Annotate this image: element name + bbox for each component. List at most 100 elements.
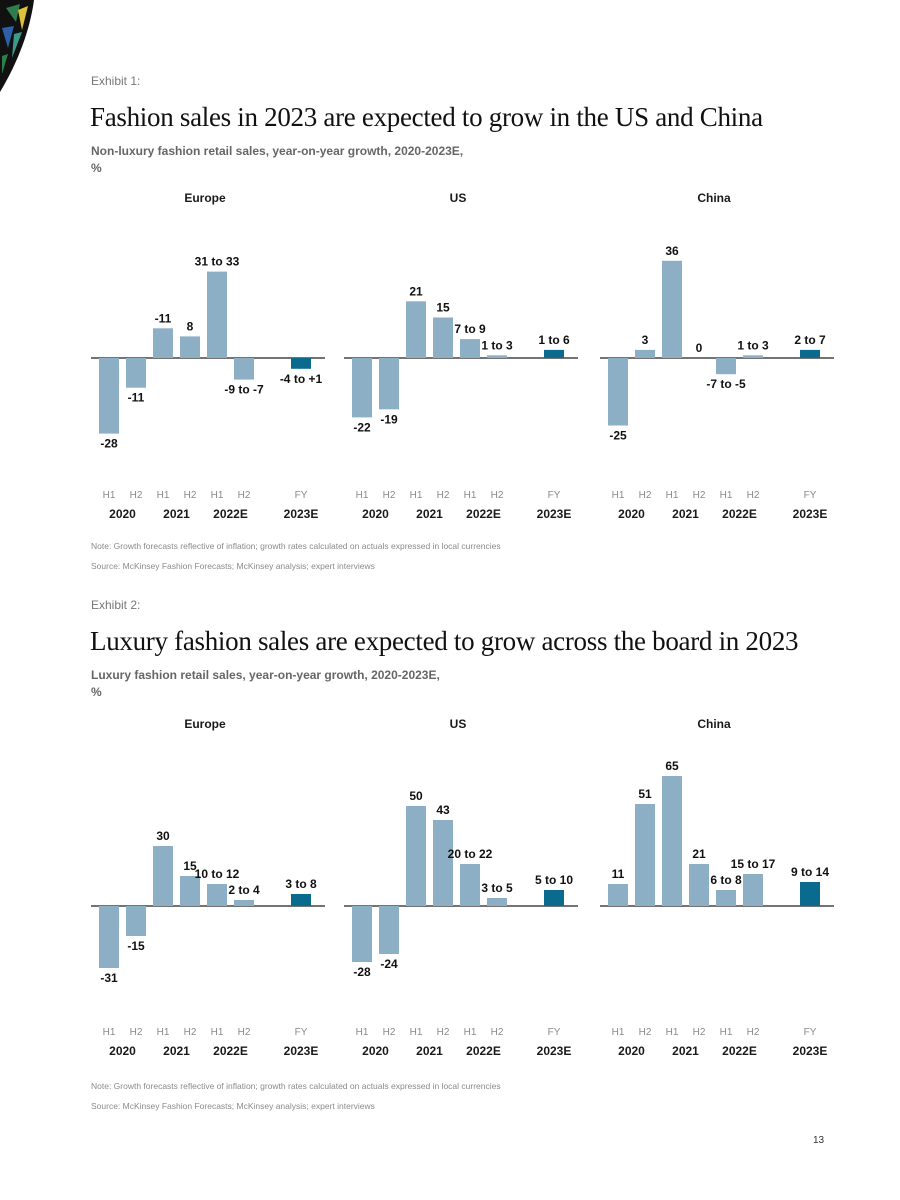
- year-label-us-2: 2021: [416, 507, 443, 521]
- bar-china-7: [800, 349, 820, 358]
- period-label-europe-5: H1: [211, 1027, 224, 1038]
- bar-china-2: [635, 804, 655, 906]
- data-label-us-6: 3 to 5: [481, 881, 513, 895]
- data-label-china-6: 15 to 17: [731, 857, 776, 871]
- year-label-china-1: 2020: [618, 1044, 645, 1058]
- bar-europe-1: [99, 906, 119, 968]
- data-label-china-5: 6 to 8: [710, 873, 742, 887]
- year-label-us-4: 2023E: [537, 1044, 572, 1058]
- data-label-china-3: 36: [665, 244, 679, 258]
- period-label-china-2: H2: [639, 490, 652, 501]
- bar-china-2: [635, 349, 655, 358]
- bar-china-1: [608, 358, 628, 426]
- bar-europe-5: [207, 271, 227, 358]
- data-label-china-7: 2 to 7: [794, 333, 826, 347]
- year-label-us-1: 2020: [362, 1044, 389, 1058]
- data-label-europe-1: -31: [100, 971, 118, 985]
- data-label-us-3: 21: [409, 284, 423, 298]
- period-label-europe-6: H2: [238, 1027, 251, 1038]
- year-label-china-4: 2023E: [793, 507, 828, 521]
- exhibit-1-unit: %: [91, 161, 102, 175]
- year-label-us-4: 2023E: [537, 507, 572, 521]
- year-label-us-1: 2020: [362, 507, 389, 521]
- bar-us-1: [352, 358, 372, 418]
- year-label-us-2: 2021: [416, 1044, 443, 1058]
- data-label-us-6: 1 to 3: [481, 338, 513, 352]
- bar-us-5: [460, 864, 480, 906]
- period-label-china-4: H2: [693, 490, 706, 501]
- period-label-china-4: H2: [693, 1027, 706, 1038]
- year-label-china-2: 2021: [672, 1044, 699, 1058]
- panel-title-china: China: [697, 191, 731, 205]
- period-label-china-1: H1: [612, 490, 625, 501]
- exhibit-2-subtitle-line: Luxury fashion retail sales, year-on-yea…: [91, 668, 440, 682]
- data-label-us-5: 7 to 9: [454, 322, 486, 336]
- bar-europe-3: [153, 846, 173, 906]
- data-label-us-5: 20 to 22: [448, 847, 493, 861]
- period-label-china-7: FY: [804, 490, 817, 501]
- data-label-china-6: 1 to 3: [737, 338, 769, 352]
- data-label-europe-7: -4 to +1: [280, 372, 323, 386]
- data-label-china-2: 51: [638, 787, 652, 801]
- exhibit-1-subtitle: Non-luxury fashion retail sales, year-on…: [91, 143, 691, 177]
- exhibit-2-source: Source: McKinsey Fashion Forecasts; McKi…: [91, 1101, 375, 1111]
- bar-china-3: [662, 260, 682, 358]
- bar-us-4: [433, 820, 453, 906]
- bar-us-2: [379, 358, 399, 410]
- data-label-europe-5: 10 to 12: [195, 867, 240, 881]
- period-label-europe-1: H1: [103, 1027, 116, 1038]
- bar-us-1: [352, 906, 372, 962]
- bar-europe-6: [234, 900, 254, 906]
- exhibit-2-label: Exhibit 2:: [91, 598, 141, 612]
- bar-china-6: [743, 355, 763, 358]
- period-label-us-5: H1: [464, 1027, 477, 1038]
- period-label-europe-5: H1: [211, 490, 224, 501]
- bar-europe-2: [126, 358, 146, 388]
- year-label-china-4: 2023E: [793, 1044, 828, 1058]
- period-label-us-4: H2: [437, 1027, 450, 1038]
- year-label-china-2: 2021: [672, 507, 699, 521]
- period-label-china-5: H1: [720, 1027, 733, 1038]
- bar-us-2: [379, 906, 399, 954]
- exhibit-2-subtitle: Luxury fashion retail sales, year-on-yea…: [91, 667, 691, 701]
- year-label-europe-1: 2020: [109, 507, 136, 521]
- period-label-us-5: H1: [464, 490, 477, 501]
- data-label-europe-7: 3 to 8: [285, 877, 317, 891]
- bar-europe-1: [99, 358, 119, 434]
- period-label-europe-4: H2: [184, 1027, 197, 1038]
- data-label-china-5: -7 to -5: [706, 377, 746, 391]
- period-label-europe-1: H1: [103, 490, 116, 501]
- year-label-china-1: 2020: [618, 507, 645, 521]
- year-label-europe-4: 2023E: [284, 1044, 319, 1058]
- data-label-europe-4: 8: [187, 319, 194, 333]
- period-label-china-1: H1: [612, 1027, 625, 1038]
- year-label-europe-1: 2020: [109, 1044, 136, 1058]
- year-label-europe-3: 2022E: [213, 507, 248, 521]
- panel-title-china: China: [697, 717, 731, 731]
- period-label-china-7: FY: [804, 1027, 817, 1038]
- period-label-europe-6: H2: [238, 490, 251, 501]
- period-label-china-3: H1: [666, 490, 679, 501]
- period-label-us-4: H2: [437, 490, 450, 501]
- data-label-us-4: 43: [436, 803, 450, 817]
- bar-europe-2: [126, 906, 146, 936]
- decorative-artwork: [0, 0, 34, 92]
- year-label-europe-2: 2021: [163, 1044, 190, 1058]
- page-number: 13: [813, 1135, 825, 1146]
- period-label-us-6: H2: [491, 1027, 504, 1038]
- data-label-europe-1: -28: [100, 437, 118, 451]
- period-label-us-6: H2: [491, 490, 504, 501]
- bar-europe-7: [291, 894, 311, 906]
- period-label-us-2: H2: [383, 490, 396, 501]
- bar-europe-6: [234, 358, 254, 380]
- bar-us-5: [460, 339, 480, 358]
- data-label-europe-5: 31 to 33: [195, 255, 240, 269]
- panel-title-us: US: [450, 191, 467, 205]
- exhibit-1-chart: Europe -28 H1 -11 H2 -11 H1 8 H2 31 to 33 H1 -9 to …: [91, 191, 834, 521]
- data-label-china-2: 3: [642, 333, 649, 347]
- data-label-europe-3: -11: [155, 311, 172, 325]
- bar-europe-4: [180, 876, 200, 906]
- bar-europe-3: [153, 328, 173, 358]
- exhibit-2-note: Note: Growth forecasts reflective of inf…: [91, 1081, 501, 1091]
- panel-title-europe: Europe: [184, 717, 226, 731]
